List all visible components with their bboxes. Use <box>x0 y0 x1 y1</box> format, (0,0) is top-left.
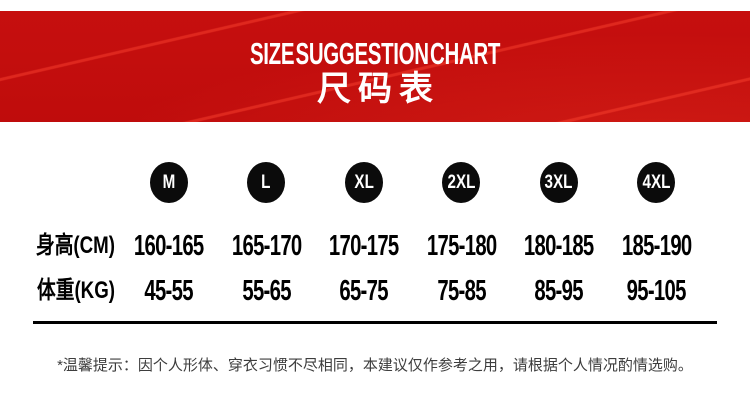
size-badge-3xl: 3XL <box>539 162 578 203</box>
weight-value: 75-85 <box>437 274 486 307</box>
size-badge-label: XL <box>354 172 374 193</box>
size-badge-cell: L <box>218 162 316 203</box>
size-badge-cell: 3XL <box>510 162 608 203</box>
size-badge-m: M <box>149 162 188 203</box>
size-badge-2xl: 2XL <box>442 162 481 203</box>
height-value: 160-165 <box>133 229 204 262</box>
height-value: 185-190 <box>621 229 692 262</box>
size-badge-label: 3XL <box>544 172 573 193</box>
banner: SIZE SUGGESTION CHART 尺码表 <box>0 11 750 122</box>
weight-value: 55-65 <box>242 274 291 307</box>
size-badge-label: 2XL <box>447 172 476 193</box>
disclaimer-note: *温馨提示：因个人形体、穿衣习惯不尽相同，本建议仅作参考之用，请根据个人情况酌情… <box>57 357 693 374</box>
weight-value: 85-95 <box>534 274 584 307</box>
size-badge-cell: XL <box>315 162 413 203</box>
size-badge-4xl: 4XL <box>637 162 676 203</box>
size-badge-cell: 2XL <box>413 162 511 203</box>
size-badge-cell: 4XL <box>608 162 706 203</box>
height-value: 175-180 <box>426 229 497 262</box>
size-badge-cell: M <box>120 162 218 203</box>
size-badge-label: 4XL <box>642 172 671 193</box>
weight-row: 体重(KG) 45-55 55-65 65-75 75-85 85-95 95-… <box>0 276 750 306</box>
size-badge-label: L <box>261 172 271 193</box>
weight-value: 95-105 <box>626 274 687 307</box>
height-row-label: 身高(CM) <box>35 232 115 259</box>
height-value: 180-185 <box>523 229 594 262</box>
page-title-chinese: 尺码表 <box>317 70 440 108</box>
divider-line <box>33 321 717 324</box>
page-title-english: SIZE SUGGESTION CHART <box>249 36 501 71</box>
weight-row-label: 体重(KG) <box>37 277 115 304</box>
size-badge-xl: XL <box>344 162 383 203</box>
size-badges-row: M L XL 2XL 3XL 4XL <box>0 162 750 203</box>
height-value: 165-170 <box>231 229 302 262</box>
size-badge-l: L <box>247 162 286 203</box>
height-row: 身高(CM) 160-165 165-170 170-175 175-180 1… <box>0 231 750 261</box>
weight-value: 45-55 <box>144 274 194 307</box>
size-badge-label: M <box>162 172 176 193</box>
height-value: 170-175 <box>328 229 399 262</box>
weight-value: 65-75 <box>339 274 389 307</box>
